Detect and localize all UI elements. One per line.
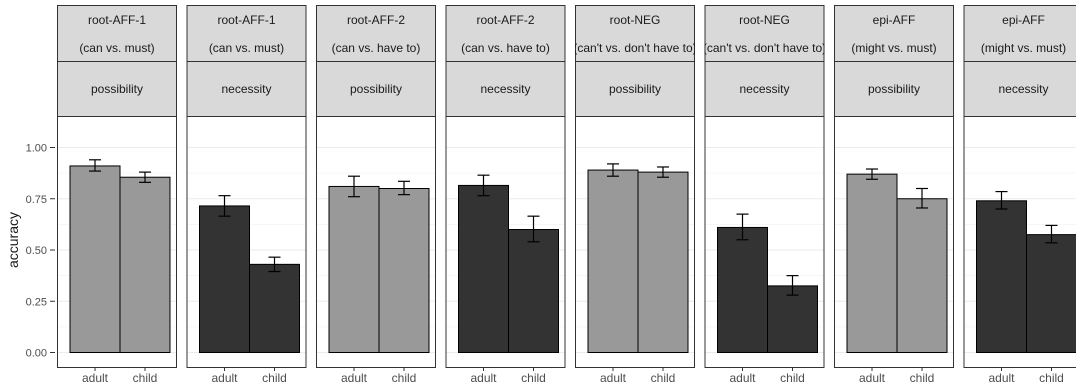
x-tick-label: adult (600, 371, 627, 385)
facet-label-contrast: (can't vs. don't have to) (703, 41, 826, 55)
bar-child (509, 230, 559, 353)
facet-label-contrast: (can vs. have to) (332, 41, 421, 55)
bar-child (120, 177, 170, 352)
x-tick-label: child (392, 371, 417, 385)
facet-label-condition: root-AFF-2 (476, 13, 534, 27)
bar-child (250, 264, 300, 352)
bar-child (768, 286, 818, 353)
facet-label-condition: epi-AFF (1002, 13, 1045, 27)
bar-child (897, 199, 947, 353)
facet-label-modality: necessity (739, 82, 789, 96)
facet-label-condition: root-AFF-2 (347, 13, 405, 27)
x-tick-label: child (910, 371, 935, 385)
x-tick-label: child (521, 371, 546, 385)
bar-adult (718, 227, 768, 352)
facet-label-contrast: (might vs. must) (981, 41, 1066, 55)
facet-label-modality: possibility (91, 82, 143, 96)
bar-child (638, 172, 688, 352)
facet-label-contrast: (can vs. must) (209, 41, 284, 55)
facet-label-condition: root-AFF-1 (88, 13, 146, 27)
facet-label-modality: necessity (480, 82, 530, 96)
bar-adult (329, 186, 379, 352)
y-tick-label: 1.00 (26, 143, 47, 155)
facet-label-condition: epi-AFF (873, 13, 916, 27)
x-tick-label: adult (82, 371, 109, 385)
bar-child (379, 189, 429, 353)
bar-adult (70, 166, 120, 353)
bar-adult (977, 201, 1027, 353)
bar-adult (200, 206, 250, 353)
facet-label-modality: possibility (868, 82, 920, 96)
facet-label-modality: possibility (350, 82, 402, 96)
facet-label-modality: necessity (221, 82, 271, 96)
facet-label-condition: root-NEG (739, 13, 790, 27)
facet-label-modality: possibility (609, 82, 661, 96)
x-tick-label: adult (341, 371, 368, 385)
bar-adult (588, 170, 638, 352)
x-tick-label: adult (988, 371, 1015, 385)
bar-child (1027, 235, 1076, 353)
x-tick-label: child (262, 371, 287, 385)
x-tick-label: adult (859, 371, 886, 385)
facet-label-contrast: (can't vs. don't have to) (573, 41, 696, 55)
facet-label-condition: root-AFF-1 (217, 13, 275, 27)
y-tick-label: 0.75 (26, 194, 47, 206)
y-tick-label: 0.00 (26, 348, 47, 360)
x-tick-label: child (651, 371, 676, 385)
x-tick-label: adult (729, 371, 756, 385)
facet-label-contrast: (might vs. must) (851, 41, 936, 55)
y-tick-label: 0.25 (26, 296, 47, 308)
x-tick-label: child (1039, 371, 1064, 385)
x-tick-label: adult (211, 371, 238, 385)
facet-label-condition: root-NEG (610, 13, 661, 27)
y-tick-label: 0.50 (26, 245, 47, 257)
y-axis-title: accuracy (5, 212, 21, 268)
facet-label-contrast: (can vs. have to) (461, 41, 550, 55)
facet-label-modality: necessity (998, 82, 1048, 96)
x-tick-label: child (780, 371, 805, 385)
bar-adult (459, 185, 509, 352)
x-tick-label: adult (470, 371, 497, 385)
x-tick-label: child (133, 371, 158, 385)
bar-adult (847, 174, 897, 352)
facet-label-contrast: (can vs. must) (79, 41, 154, 55)
